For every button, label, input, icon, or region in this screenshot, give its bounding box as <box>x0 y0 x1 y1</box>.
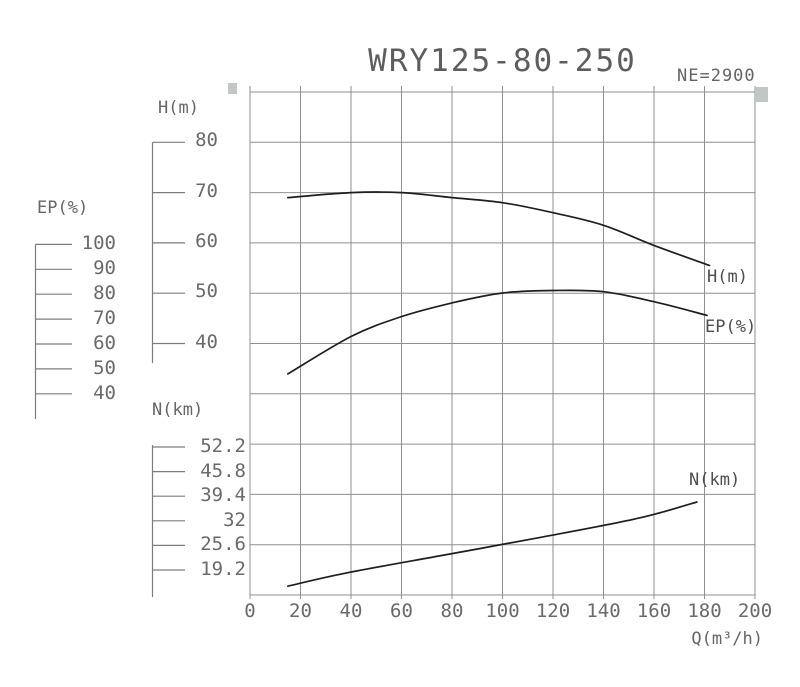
n-curve <box>287 501 698 587</box>
chart-title: WRY125-80-250 <box>368 43 637 79</box>
h-axis-tick-label: 50 <box>195 280 218 303</box>
q-axis-tick-label: 120 <box>535 600 571 622</box>
ep-axis-title: EP(%) <box>37 198 89 218</box>
h-curve-label: H(m) <box>707 267 748 287</box>
n-axis-tick-label: 52.2 <box>200 435 246 457</box>
ep-axis-tick-label: 100 <box>81 232 116 255</box>
n-curve-label: N(km) <box>689 470 741 490</box>
ep-axis-tick-label: 70 <box>93 307 116 330</box>
q-axis-title: Q(m³/h) <box>691 629 763 649</box>
n-axis-tick-label: 45.8 <box>200 459 246 482</box>
q-axis-tick-label: 0 <box>244 600 256 622</box>
q-axis-tick-label: 40 <box>339 600 363 622</box>
n-axis-tick-label: 19.2 <box>200 558 246 580</box>
ep-curve <box>287 289 708 375</box>
h-axis-tick-label: 40 <box>195 330 218 353</box>
ep-axis-tick-label: 80 <box>93 282 116 305</box>
h-axis-title: H(m) <box>158 98 199 118</box>
q-axis-tick-label: 100 <box>485 600 520 622</box>
q-axis-tick-label: 20 <box>289 600 312 622</box>
ep-axis-tick-label: 50 <box>93 356 116 379</box>
ep-axis-tick-label: 60 <box>93 332 116 354</box>
ep-curve-label: EP(%) <box>705 317 757 337</box>
q-axis-tick-label: 160 <box>636 600 672 622</box>
q-axis-tick-label: 80 <box>440 600 464 622</box>
n-axis-title: N(km) <box>152 400 204 420</box>
ep-axis-tick-label: 90 <box>93 257 116 280</box>
ep-axis-tick-label: 40 <box>93 381 116 404</box>
speed-annotation: NE=2900 <box>677 66 756 86</box>
h-curve <box>287 191 711 267</box>
q-axis-tick-label: 140 <box>586 600 621 622</box>
h-axis-tick-label: 60 <box>195 229 218 252</box>
h-axis-tick-label: 80 <box>195 129 218 152</box>
q-axis-tick-label: 200 <box>737 600 773 622</box>
h-axis-tick-label: 70 <box>195 179 218 202</box>
cad-grip-handle-topright <box>755 87 768 102</box>
n-axis-tick-label: 25.6 <box>200 533 246 556</box>
cad-grip-handle-topleft <box>228 83 237 94</box>
n-axis-tick-label: 39.4 <box>200 484 246 507</box>
q-axis-tick-label: 60 <box>390 600 413 622</box>
q-axis-tick-label: 180 <box>687 600 722 622</box>
n-axis-tick-label: 32 <box>223 508 246 531</box>
